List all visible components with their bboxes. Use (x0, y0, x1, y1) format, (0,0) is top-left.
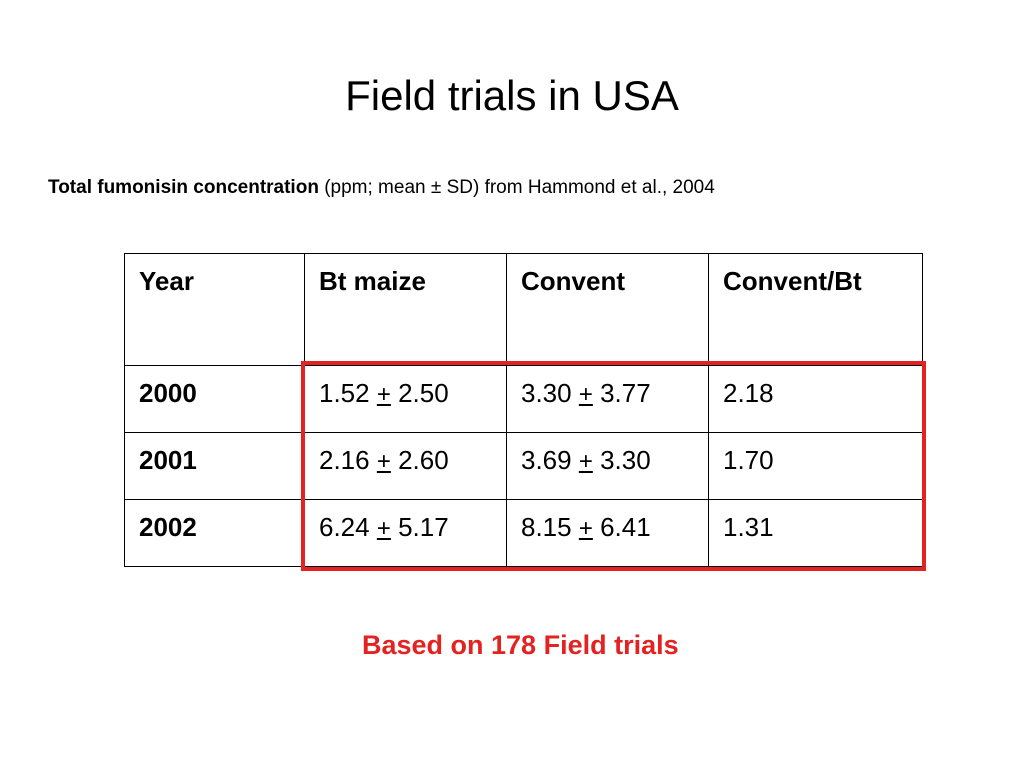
header-convent: Convent (506, 253, 709, 366)
cell-year: 2002 (124, 499, 305, 567)
bt-sd: 2.60 (398, 445, 449, 475)
cell-ratio: 1.70 (708, 432, 923, 500)
footnote: Based on 178 Field trials (362, 630, 679, 660)
caption-rest: (ppm; mean ± SD) from Hammond et al., 20… (318, 177, 715, 198)
conv-sd: 6.41 (600, 512, 651, 542)
header-bt-maize: Bt maize (304, 253, 507, 366)
plus-minus-symbol: + (376, 381, 391, 408)
cell-year: 2000 (124, 365, 305, 433)
table-row: 2002 6.24 + 5.17 8.15 + 6.41 1.31 (124, 499, 923, 567)
table-row: 2001 2.16 + 2.60 3.69 + 3.30 1.70 (124, 432, 923, 500)
cell-ratio: 1.31 (708, 499, 923, 567)
bt-sd: 5.17 (398, 512, 449, 542)
plus-minus-symbol: + (376, 448, 391, 475)
cell-bt-maize: 2.16 + 2.60 (304, 432, 507, 500)
table-caption: Total fumonisin concentration (ppm; mean… (48, 175, 715, 201)
bt-sd: 2.50 (398, 378, 449, 408)
plus-minus-symbol: + (578, 381, 593, 408)
cell-convent: 3.30 + 3.77 (506, 365, 709, 433)
fumonisin-table: Year Bt maize Convent Convent/Bt 2000 1.… (124, 253, 923, 567)
caption-bold-part: Total fumonisin concentration (48, 177, 319, 198)
header-year: Year (124, 253, 305, 366)
slide-title: Field trials in USA (345, 72, 679, 119)
cell-ratio: 2.18 (708, 365, 923, 433)
cell-bt-maize: 6.24 + 5.17 (304, 499, 507, 567)
plus-minus-symbol: + (376, 515, 391, 542)
bt-mean: 6.24 (319, 512, 370, 542)
conv-sd: 3.77 (600, 378, 651, 408)
cell-convent: 8.15 + 6.41 (506, 499, 709, 567)
conv-mean: 8.15 (521, 512, 572, 542)
bt-mean: 1.52 (319, 378, 370, 408)
conv-mean: 3.69 (521, 445, 572, 475)
cell-convent: 3.69 + 3.30 (506, 432, 709, 500)
conv-mean: 3.30 (521, 378, 572, 408)
table-header-row: Year Bt maize Convent Convent/Bt (124, 253, 923, 366)
bt-mean: 2.16 (319, 445, 370, 475)
table-row: 2000 1.52 + 2.50 3.30 + 3.77 2.18 (124, 365, 923, 433)
cell-year: 2001 (124, 432, 305, 500)
plus-minus-symbol: + (578, 515, 593, 542)
header-convent-bt: Convent/Bt (708, 253, 923, 366)
cell-bt-maize: 1.52 + 2.50 (304, 365, 507, 433)
plus-minus-symbol: + (578, 448, 593, 475)
conv-sd: 3.30 (600, 445, 651, 475)
